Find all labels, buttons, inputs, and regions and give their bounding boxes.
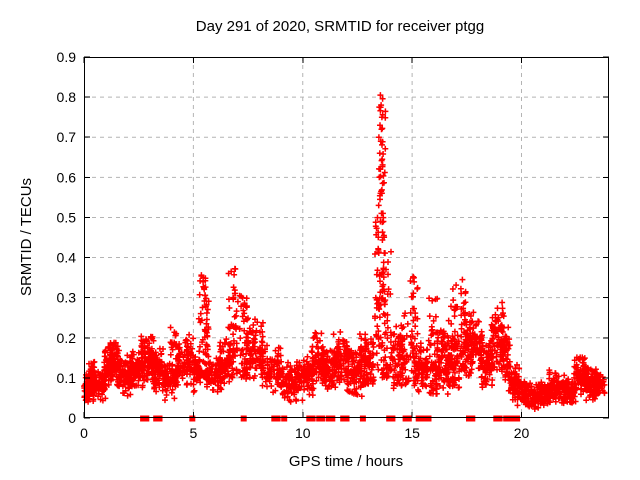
zero-flag-marker bbox=[503, 415, 510, 422]
zero-flag-marker bbox=[189, 415, 196, 422]
plot-border bbox=[84, 57, 609, 418]
zero-flag-marker bbox=[425, 415, 432, 422]
zero-flag-marker bbox=[469, 415, 476, 422]
zero-flag-marker bbox=[493, 415, 500, 422]
zero-flag-marker bbox=[402, 415, 409, 422]
data-point-layer bbox=[81, 92, 608, 422]
zero-flag-marker bbox=[281, 415, 288, 422]
zero-flag-marker bbox=[156, 415, 163, 422]
y-tick-label: 0.6 bbox=[57, 169, 77, 185]
y-tick-label: 0 bbox=[68, 410, 76, 426]
zero-flag-marker bbox=[140, 415, 147, 422]
x-axis-label: GPS time / hours bbox=[289, 453, 403, 470]
x-tick-label: 5 bbox=[189, 425, 197, 441]
x-tick-label: 15 bbox=[404, 425, 420, 441]
y-tick-label: 0.5 bbox=[57, 209, 77, 225]
zero-flag-marker bbox=[306, 415, 313, 422]
y-tick-label: 0.8 bbox=[57, 89, 77, 105]
zero-flag-marker bbox=[419, 415, 425, 422]
y-tick-label: 0.2 bbox=[57, 330, 77, 346]
zero-flag-marker bbox=[319, 415, 326, 422]
zero-flag-marker bbox=[309, 415, 316, 422]
zero-flag-marker bbox=[274, 415, 281, 422]
zero-flag-marker bbox=[405, 415, 412, 422]
zero-flag-marker bbox=[514, 415, 521, 422]
y-axis-label: SRMTID / TECUs bbox=[18, 178, 35, 296]
x-tick-label: 0 bbox=[80, 425, 88, 441]
zero-flag-marker bbox=[326, 415, 332, 422]
chart-title: Day 291 of 2020, SRMTID for receiver ptg… bbox=[196, 18, 484, 35]
zero-flag-marker bbox=[510, 415, 517, 422]
x-tick-label: 20 bbox=[514, 425, 530, 441]
zero-flag-marker bbox=[343, 415, 350, 422]
y-tick-label: 0.4 bbox=[57, 250, 77, 266]
srmtid-data-points bbox=[81, 92, 608, 412]
zero-flag-marker bbox=[386, 415, 393, 422]
zero-flag-marker bbox=[506, 415, 513, 422]
zero-flag-marker bbox=[422, 415, 429, 422]
zero-flag-marker bbox=[389, 415, 396, 422]
zero-flag-marker bbox=[359, 415, 366, 422]
zero-flag-marker bbox=[316, 415, 323, 422]
zero-flag-marker bbox=[271, 415, 278, 422]
zero-flag-marker bbox=[496, 415, 503, 422]
x-tick-label: 10 bbox=[295, 425, 311, 441]
y-tick-label: 0.7 bbox=[57, 129, 77, 145]
tick-layer: 0 5 10 15 20 0 0.1 0.2 0.3 0.4 0.5 0.6 0.7 0.8 0.9 bbox=[57, 49, 609, 441]
zero-flag-marker bbox=[240, 415, 247, 422]
y-tick-label: 0.3 bbox=[57, 290, 77, 306]
y-tick-label: 0.1 bbox=[57, 370, 77, 386]
zero-flag-marker bbox=[466, 415, 472, 422]
zero-flag-marker bbox=[153, 415, 160, 422]
zero-flag-marker bbox=[415, 415, 422, 422]
zero-flag-marker bbox=[340, 415, 347, 422]
zero-flag-marker bbox=[143, 415, 150, 422]
zero-flag-marker bbox=[329, 415, 336, 422]
y-tick-label: 0.9 bbox=[57, 49, 77, 65]
